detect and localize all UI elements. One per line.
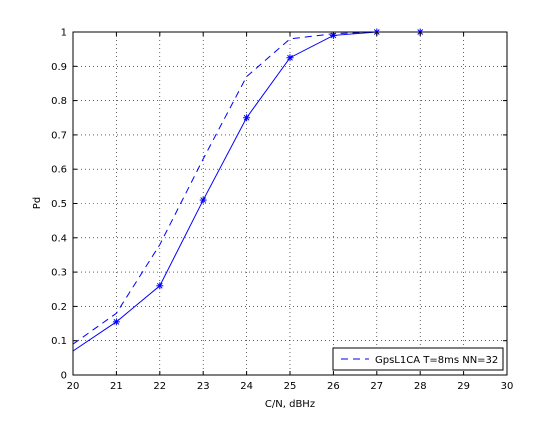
marker-stroke [287, 54, 293, 61]
marker-stroke [200, 197, 207, 203]
x-tick-label: 30 [501, 381, 514, 392]
x-tick-label: 26 [327, 381, 340, 392]
legend-label: GpsL1CA T=8ms NN=32 [375, 355, 498, 366]
y-axis-label: Pd [32, 197, 43, 209]
x-tick-label: 25 [284, 381, 297, 392]
y-tick-label: 0.5 [51, 199, 67, 210]
legend: GpsL1CA T=8ms NN=32 [332, 347, 504, 371]
asterisk-marker [243, 114, 251, 122]
y-tick-label: 0.4 [51, 233, 67, 244]
y-tick-label: 0.1 [51, 336, 67, 347]
y-tick-label: 0.3 [51, 268, 67, 279]
x-tick-label: 29 [457, 381, 470, 392]
y-tick-label: 0.7 [51, 130, 67, 141]
x-tick-label: 22 [153, 381, 166, 392]
y-tick-label: 0.8 [51, 96, 67, 107]
x-tick-label: 21 [110, 381, 123, 392]
marker-stroke [113, 318, 120, 325]
y-tick-label: 0.9 [51, 62, 67, 73]
ticks [72, 31, 508, 376]
y-tick-label: 0.6 [51, 165, 67, 176]
asterisk-marker [156, 282, 164, 290]
asterisk-marker [286, 54, 294, 62]
x-axis-label: C/N, dBHz [265, 399, 315, 410]
x-tick-label: 28 [414, 381, 427, 392]
y-tick-label: 0.2 [51, 302, 67, 313]
y-tick-label: 1 [61, 28, 67, 39]
tick-labels: 20 21 22 23 24 25 26 27 28 29 30 0 0.1 0.2 0.3 0.4 0.5 0.… [51, 28, 513, 393]
y-tick-label: 0 [61, 371, 67, 382]
x-tick-label: 24 [240, 381, 253, 392]
x-tick-label: 20 [67, 381, 80, 392]
marker-stroke [156, 282, 163, 289]
grid [73, 32, 507, 375]
asterisk-marker [199, 196, 207, 204]
legend-box [332, 347, 504, 371]
x-tick-label: 27 [370, 381, 383, 392]
marker-stroke [243, 114, 250, 121]
x-tick-label: 23 [197, 381, 210, 392]
asterisk-marker [112, 318, 120, 326]
